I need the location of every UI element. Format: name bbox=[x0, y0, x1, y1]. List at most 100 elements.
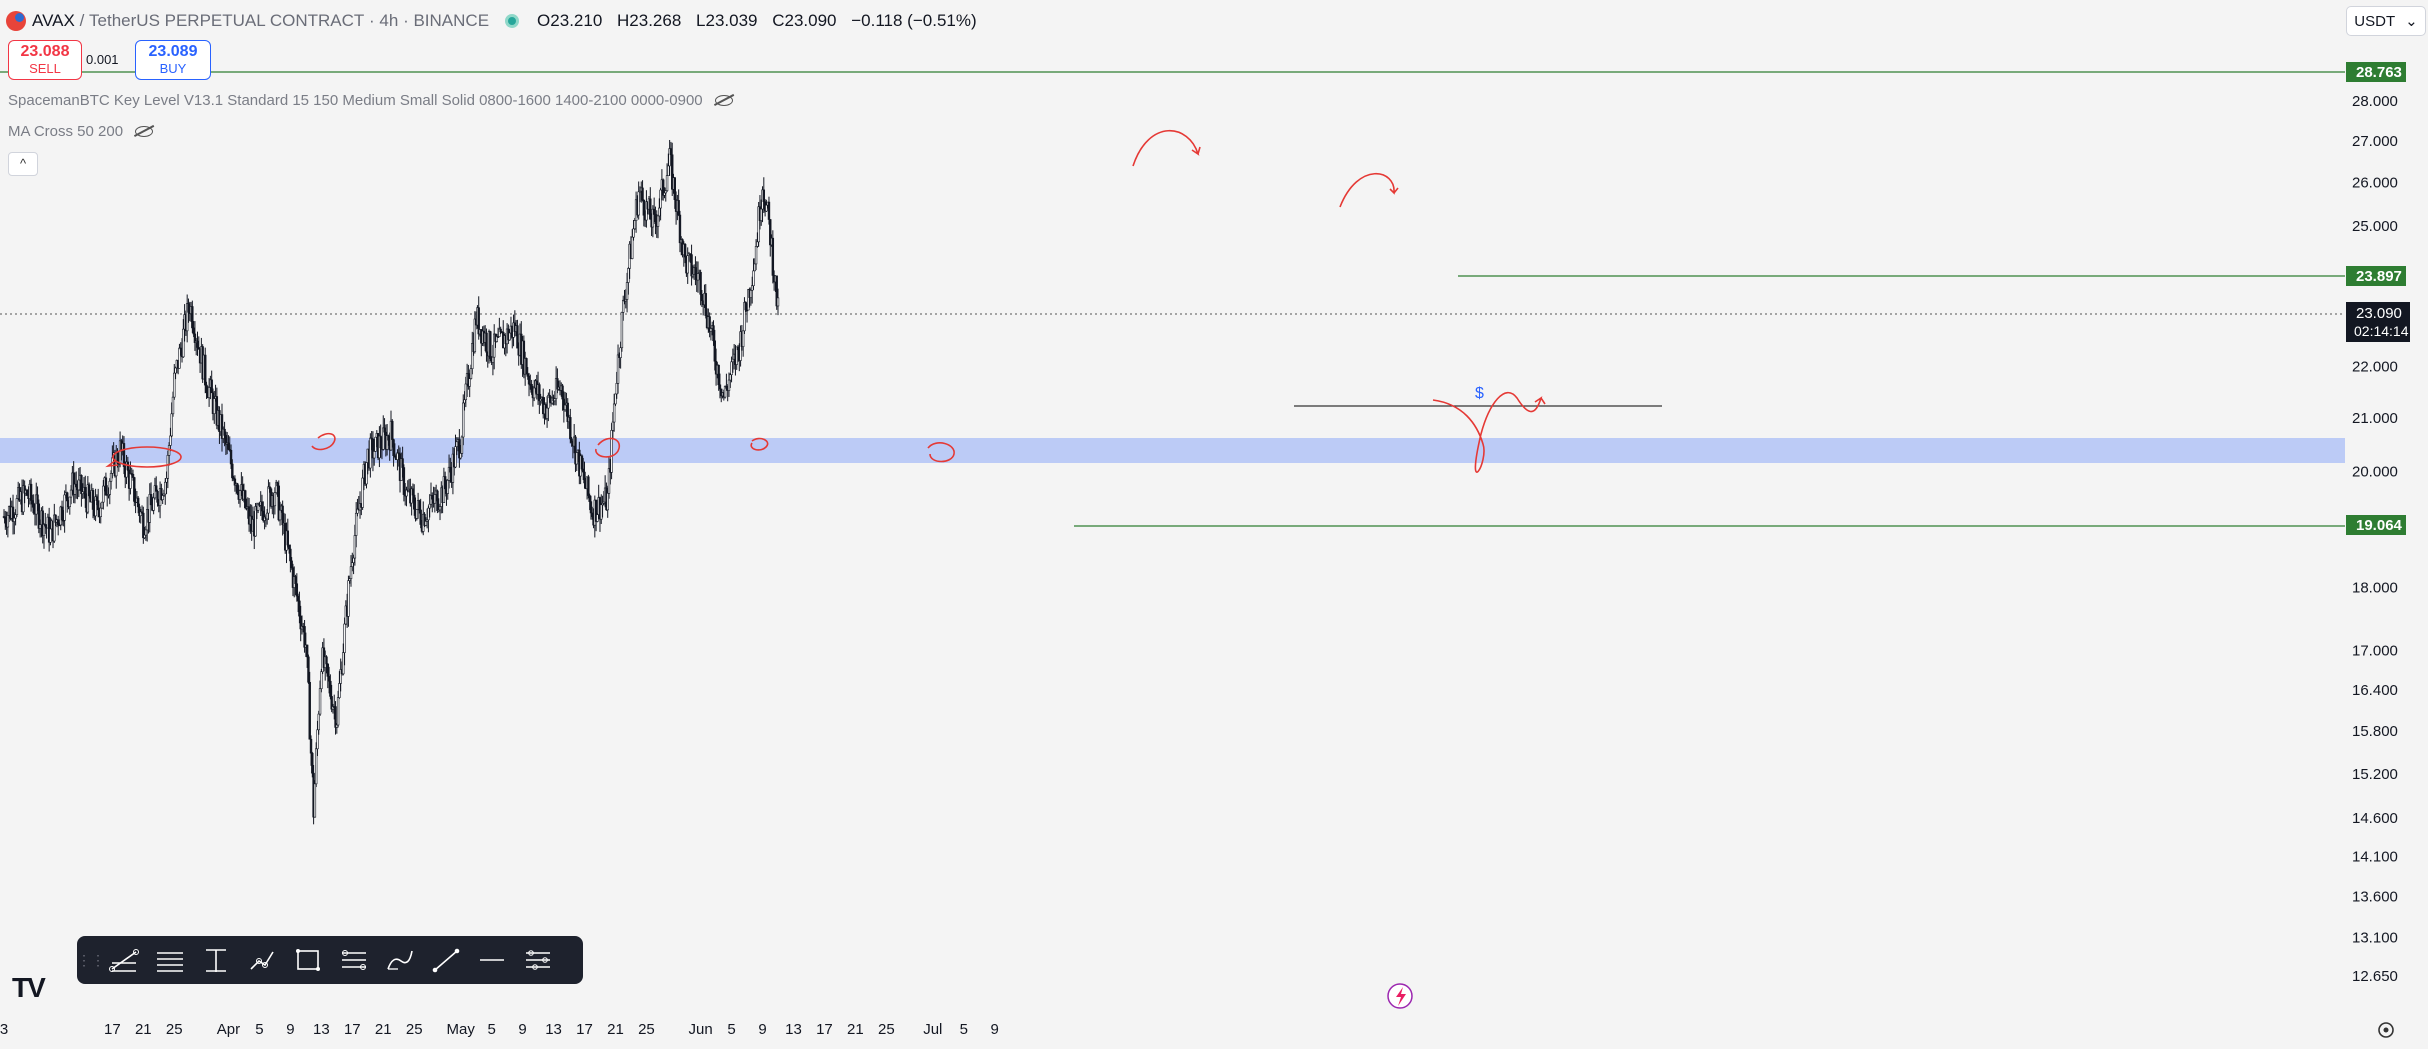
curve-icon[interactable] bbox=[377, 936, 423, 984]
candle-body bbox=[580, 455, 584, 470]
time-tick-label: 13 bbox=[785, 1021, 802, 1038]
candle-body bbox=[769, 219, 772, 246]
candle-body bbox=[152, 497, 155, 511]
sell-price: 23.088 bbox=[20, 43, 70, 60]
rectangle-icon[interactable] bbox=[285, 936, 331, 984]
drawing-toolbar[interactable]: ⋮⋮ bbox=[77, 936, 583, 984]
open-value: 23.210 bbox=[550, 11, 603, 30]
candle-body bbox=[561, 385, 564, 400]
candle-body bbox=[413, 494, 416, 510]
currency-select[interactable]: USDT ⌄ bbox=[2346, 6, 2426, 36]
price-tag-support: 19.064 bbox=[2346, 515, 2406, 535]
annotation-swirl bbox=[311, 432, 336, 451]
market-status-icon[interactable] bbox=[505, 14, 520, 28]
candle-body bbox=[538, 384, 541, 402]
candle-body bbox=[671, 154, 674, 190]
candle-body bbox=[462, 402, 465, 438]
candle-body bbox=[265, 512, 269, 520]
candle-body bbox=[133, 477, 136, 502]
price-axis[interactable]: 28.000 27.000 26.000 25.000 22.000 21.000 20.0… bbox=[2352, 93, 2398, 985]
events-marker[interactable] bbox=[1387, 983, 1413, 1009]
drag-handle-icon[interactable]: ⋮⋮ bbox=[77, 951, 105, 968]
symbol-header[interactable]: AVAX / TetherUS PERPETUAL CONTRACT · 4h … bbox=[6, 8, 987, 34]
horizontal-ray-icon[interactable] bbox=[147, 936, 193, 984]
candle-body bbox=[391, 420, 394, 440]
time-tick-label: 25 bbox=[638, 1021, 655, 1038]
time-tick-label: 5 bbox=[960, 1021, 968, 1038]
buy-button[interactable]: 23.089 BUY bbox=[135, 40, 211, 80]
time-axis[interactable]: 3 17 21 25 Apr 5 9 13 17 21 25 May 5 9 13 17 21 25 Jun 5 9 13… bbox=[0, 1021, 999, 1038]
candle-body bbox=[31, 500, 34, 505]
candle-body bbox=[418, 500, 421, 511]
indicator-key-level[interactable]: SpacemanBTC Key Level V13.1 Standard 15 … bbox=[8, 92, 733, 109]
time-tick-label: 21 bbox=[375, 1021, 392, 1038]
price-tick-label: 22.000 bbox=[2352, 359, 2398, 376]
price-tick-label: 21.000 bbox=[2352, 410, 2398, 427]
long-position-icon[interactable] bbox=[515, 936, 561, 984]
indicator-ma-cross[interactable]: MA Cross 50 200 bbox=[8, 123, 154, 140]
candle-body bbox=[273, 492, 277, 507]
candle-body bbox=[614, 393, 617, 405]
price-tick-label: 13.600 bbox=[2352, 888, 2398, 905]
candle-body bbox=[744, 302, 747, 311]
collapse-indicators-button[interactable]: ^ bbox=[8, 152, 38, 176]
candle-body bbox=[463, 399, 466, 404]
low-label: L bbox=[696, 11, 706, 30]
horizontal-line-icon[interactable] bbox=[469, 936, 515, 984]
candle-body bbox=[56, 519, 60, 526]
candle-body bbox=[627, 268, 630, 283]
contract-name: TetherUS PERPETUAL CONTRACT bbox=[89, 11, 365, 30]
trend-line-icon[interactable] bbox=[101, 936, 147, 984]
candle-body bbox=[665, 175, 669, 192]
fib-retracement-icon[interactable] bbox=[331, 936, 377, 984]
candle-body bbox=[267, 486, 270, 514]
candle-body bbox=[750, 285, 754, 291]
candle-body bbox=[438, 506, 442, 511]
candle-body bbox=[233, 478, 237, 486]
candle-body bbox=[268, 486, 271, 490]
candle-body bbox=[361, 477, 364, 508]
candle-body bbox=[495, 336, 498, 342]
candle-body bbox=[69, 489, 73, 498]
ohlc-values: O23.210 H23.268 L23.039 C23.090 −0.118 (… bbox=[537, 11, 987, 31]
candle-body bbox=[532, 387, 536, 399]
candle-body bbox=[664, 190, 667, 194]
candle-body bbox=[91, 490, 95, 510]
candle-body bbox=[229, 449, 233, 465]
candle-body bbox=[143, 534, 146, 539]
candle-body bbox=[633, 220, 637, 230]
candle-body bbox=[327, 676, 331, 682]
candle-body bbox=[68, 496, 71, 508]
candle-body bbox=[309, 738, 313, 754]
price-tag-last-text: 23.090 bbox=[2356, 305, 2402, 322]
candle-body bbox=[338, 683, 341, 698]
tradingview-logo-icon[interactable]: TV bbox=[12, 972, 46, 1003]
buy-price: 23.089 bbox=[148, 43, 198, 60]
candle-body bbox=[704, 293, 707, 316]
path-icon[interactable] bbox=[239, 936, 285, 984]
candle-body bbox=[729, 374, 732, 381]
sell-button[interactable]: 23.088 SELL bbox=[8, 40, 82, 80]
candle-body bbox=[460, 436, 464, 454]
candle-body bbox=[752, 270, 755, 287]
candle-body bbox=[66, 492, 69, 502]
candle-body bbox=[730, 361, 733, 376]
candle-body bbox=[563, 404, 567, 411]
chevron-up-icon: ^ bbox=[19, 156, 27, 171]
candle-body bbox=[320, 671, 323, 689]
gear-icon[interactable] bbox=[2378, 1022, 2394, 1038]
candle-body bbox=[29, 483, 33, 501]
timeframe[interactable]: 4h bbox=[379, 11, 399, 30]
candle-body bbox=[336, 697, 340, 726]
eye-hidden-icon[interactable] bbox=[135, 126, 154, 137]
candle-body bbox=[329, 680, 332, 697]
time-tick-label: May bbox=[446, 1021, 475, 1038]
line-icon[interactable] bbox=[423, 936, 469, 984]
symbol-name[interactable]: AVAX bbox=[32, 11, 75, 30]
candle-body bbox=[508, 332, 511, 341]
candle-body bbox=[611, 421, 615, 431]
vertical-line-icon[interactable] bbox=[193, 936, 239, 984]
eye-hidden-icon[interactable] bbox=[714, 95, 733, 106]
candle-body bbox=[477, 307, 480, 335]
